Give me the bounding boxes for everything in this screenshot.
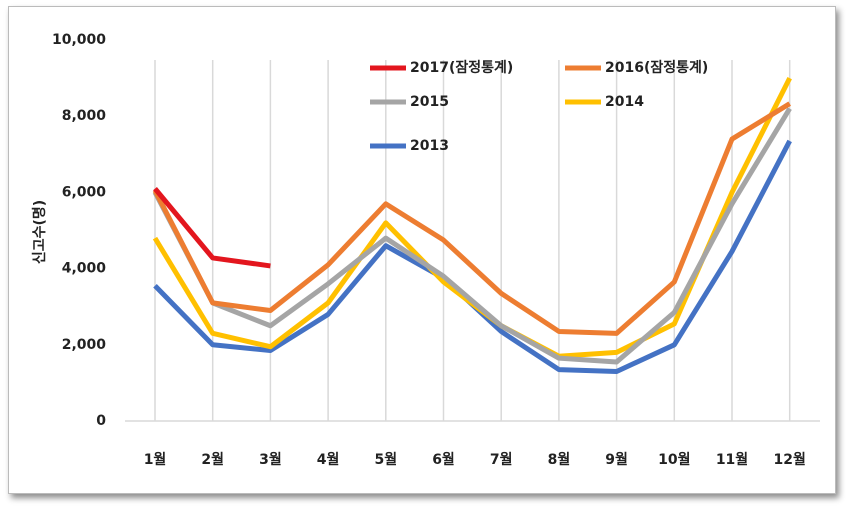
y-tick-label: 10,000 — [52, 32, 106, 48]
legend-label: 2017(잠정통계) — [410, 59, 513, 76]
x-tick-label: 11월 — [716, 451, 748, 468]
y-tick-label: 8,000 — [62, 108, 107, 124]
x-tick-label: 4월 — [317, 451, 340, 468]
x-tick-label: 2월 — [201, 451, 224, 468]
y-axis-label: 신고수(명) — [31, 200, 48, 264]
x-tick-label: 1월 — [144, 451, 167, 468]
legend-label: 2013 — [410, 138, 449, 154]
series-line — [152, 107, 792, 365]
x-tick-label: 3월 — [259, 451, 282, 468]
x-tick-label: 9월 — [605, 451, 628, 468]
x-tick-label: 10월 — [658, 451, 690, 468]
legend-label: 2014 — [605, 94, 644, 110]
y-tick-label: 6,000 — [62, 184, 107, 200]
legend-label: 2015 — [410, 94, 449, 110]
x-tick-label: 6월 — [432, 451, 455, 468]
chart-frame — [8, 6, 836, 494]
x-tick-label: 12월 — [774, 451, 806, 468]
x-tick-label: 7월 — [490, 451, 513, 468]
y-tick-label: 0 — [96, 413, 106, 429]
y-tick-label: 2,000 — [62, 337, 107, 353]
series-line — [152, 101, 792, 336]
series-line — [153, 139, 792, 374]
series-line — [153, 186, 271, 269]
legend-label: 2016(잠정통계) — [605, 59, 708, 76]
x-tick-label: 5월 — [374, 451, 397, 468]
x-tick-label: 8월 — [548, 451, 571, 468]
y-tick-label: 4,000 — [62, 261, 107, 277]
